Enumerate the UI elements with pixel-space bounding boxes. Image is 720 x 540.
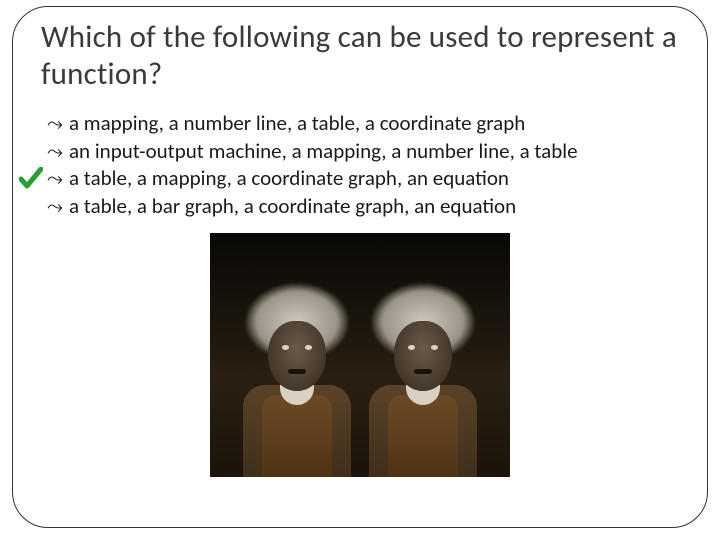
option-row: ⤳ a table, a bar graph, a coordinate gra… <box>47 193 679 221</box>
slide-frame: Which of the following can be used to re… <box>12 6 708 528</box>
image-container <box>41 233 679 477</box>
bullet-icon: ⤳ <box>47 195 67 221</box>
option-row: ⤳ a mapping, a number line, a table, a c… <box>47 110 679 138</box>
option-text: a table, a bar graph, a coordinate graph… <box>69 193 679 220</box>
option-row: ⤳ an input-output machine, a mapping, a … <box>47 138 679 166</box>
two-hobbits-photo <box>210 233 510 477</box>
options-list: ⤳ a mapping, a number line, a table, a c… <box>47 110 679 220</box>
bullet-icon: ⤳ <box>47 140 67 166</box>
option-text: a table, a mapping, a coordinate graph, … <box>69 165 679 192</box>
question-title: Which of the following can be used to re… <box>41 19 679 92</box>
checkmark-icon <box>19 167 43 189</box>
bullet-icon: ⤳ <box>47 112 67 138</box>
option-text: an input-output machine, a mapping, a nu… <box>69 138 679 165</box>
option-text: a mapping, a number line, a table, a coo… <box>69 110 679 137</box>
bullet-icon: ⤳ <box>47 167 67 193</box>
option-row: ⤳ a table, a mapping, a coordinate graph… <box>47 165 679 193</box>
